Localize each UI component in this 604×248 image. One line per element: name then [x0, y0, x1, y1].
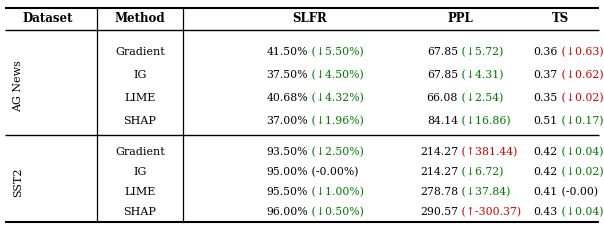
Text: (↓5.72): (↓5.72): [458, 47, 503, 57]
Text: 0.36: 0.36: [533, 47, 558, 57]
Text: (-0.00%): (-0.00%): [308, 167, 359, 177]
Text: 290.57: 290.57: [420, 207, 458, 217]
Text: SST2: SST2: [13, 167, 23, 197]
Text: 0.41: 0.41: [534, 187, 558, 197]
Text: 278.78: 278.78: [420, 187, 458, 197]
Text: (↓1.96%): (↓1.96%): [308, 116, 364, 126]
Text: 0.42: 0.42: [534, 147, 558, 157]
Text: (↓5.50%): (↓5.50%): [308, 47, 364, 57]
Text: IG: IG: [133, 167, 147, 177]
Text: SLFR: SLFR: [292, 11, 327, 25]
Text: SHAP: SHAP: [124, 116, 156, 126]
Text: (↓37.84): (↓37.84): [458, 187, 510, 197]
Text: (↓0.17): (↓0.17): [558, 116, 603, 126]
Text: 0.35: 0.35: [534, 93, 558, 103]
Text: 214.27: 214.27: [420, 167, 458, 177]
Text: (↓4.32%): (↓4.32%): [308, 93, 364, 103]
Text: (↓6.72): (↓6.72): [458, 167, 504, 177]
Text: LIME: LIME: [124, 187, 156, 197]
Text: AG News: AG News: [13, 61, 23, 112]
Text: Gradient: Gradient: [115, 147, 165, 157]
Text: Method: Method: [115, 11, 165, 25]
Text: 37.50%: 37.50%: [266, 70, 308, 80]
Text: 0.42: 0.42: [534, 167, 558, 177]
Text: Dataset: Dataset: [23, 11, 73, 25]
Text: 0.37: 0.37: [534, 70, 558, 80]
Text: (-0.00): (-0.00): [558, 187, 598, 197]
Text: (↓2.54): (↓2.54): [458, 93, 503, 103]
Text: (↓0.50%): (↓0.50%): [308, 207, 364, 217]
Text: 0.51: 0.51: [534, 116, 558, 126]
Text: (↓0.04): (↓0.04): [558, 147, 603, 157]
Text: 84.14: 84.14: [427, 116, 458, 126]
Text: 95.00%: 95.00%: [266, 167, 308, 177]
Text: 67.85: 67.85: [427, 70, 458, 80]
Text: LIME: LIME: [124, 93, 156, 103]
Text: IG: IG: [133, 70, 147, 80]
Text: (↓0.02): (↓0.02): [558, 167, 603, 177]
Text: (↓2.50%): (↓2.50%): [308, 147, 364, 157]
Text: 93.50%: 93.50%: [266, 147, 308, 157]
Text: SHAP: SHAP: [124, 207, 156, 217]
Text: 67.85: 67.85: [427, 47, 458, 57]
Text: (↓0.63): (↓0.63): [558, 47, 603, 57]
Text: (↑-300.37): (↑-300.37): [458, 207, 521, 217]
Text: 40.68%: 40.68%: [266, 93, 308, 103]
Text: (↓0.04): (↓0.04): [558, 207, 603, 217]
Text: 0.43: 0.43: [534, 207, 558, 217]
Text: (↓1.00%): (↓1.00%): [308, 187, 364, 197]
Text: 37.00%: 37.00%: [266, 116, 308, 126]
Text: Gradient: Gradient: [115, 47, 165, 57]
Text: TS: TS: [551, 11, 568, 25]
Text: (↑381.44): (↑381.44): [458, 147, 518, 157]
Text: (↓4.50%): (↓4.50%): [308, 70, 364, 80]
Text: (↓4.31): (↓4.31): [458, 70, 504, 80]
Text: 96.00%: 96.00%: [266, 207, 308, 217]
Text: 214.27: 214.27: [420, 147, 458, 157]
Text: 95.50%: 95.50%: [266, 187, 308, 197]
Text: (↓0.62): (↓0.62): [558, 70, 603, 80]
Text: PPL: PPL: [447, 11, 473, 25]
Text: 66.08: 66.08: [426, 93, 458, 103]
Text: (↓16.86): (↓16.86): [458, 116, 510, 126]
Text: (↓0.02): (↓0.02): [558, 93, 603, 103]
Text: 41.50%: 41.50%: [266, 47, 308, 57]
